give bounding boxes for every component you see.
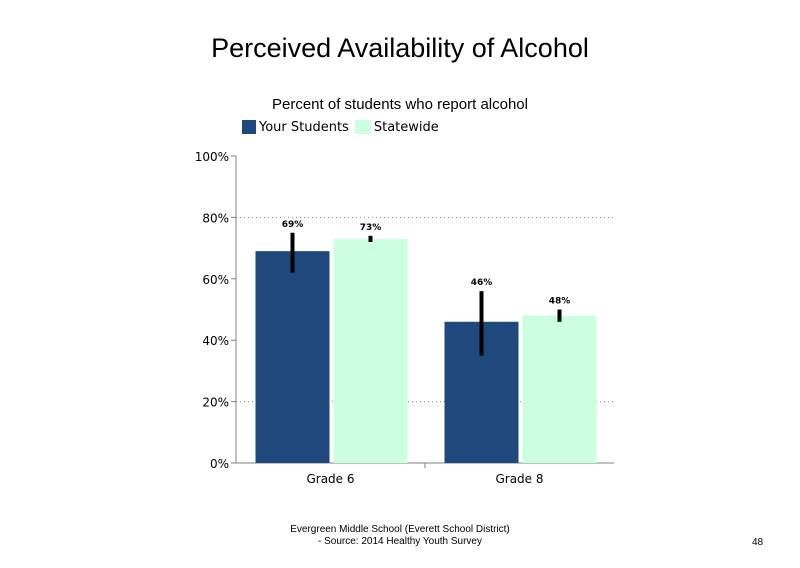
bar (255, 251, 330, 463)
y-tick-label: 80% (202, 211, 229, 225)
legend-item-your-students: Your Students (242, 120, 349, 135)
legend-label-statewide: Statewide (373, 119, 439, 135)
data-label: 73% (360, 223, 382, 233)
chart-legend: Your Students Statewide (242, 118, 445, 136)
footer-source: Evergreen Middle School (Everett School … (250, 524, 550, 548)
page-number: 48 (752, 537, 764, 548)
y-tick-label: 100% (195, 150, 229, 164)
x-tick-label: Grade 8 (495, 472, 543, 486)
chart-title: Perceived Availability of Alcohol (211, 33, 589, 63)
data-label: 48% (549, 297, 571, 307)
data-label: 46% (471, 278, 493, 288)
x-tick-label: Grade 6 (306, 472, 354, 486)
y-tick-label: 60% (202, 273, 229, 287)
data-label: 69% (282, 220, 304, 230)
y-tick-label: 40% (202, 334, 229, 348)
legend-swatch-statewide (354, 120, 371, 134)
y-tick-label: 20% (202, 396, 229, 410)
legend-item-statewide: Statewide (354, 119, 439, 135)
legend-label-your-students: Your Students (259, 119, 349, 135)
bar (522, 315, 597, 463)
y-tick-label: 0% (210, 457, 229, 471)
chart-subtitle: Percent of students who report alcohol (272, 96, 528, 113)
footer-school: Evergreen Middle School (Everett School … (290, 524, 510, 535)
bar (333, 238, 408, 463)
legend-swatch-your-students (242, 120, 256, 134)
footer-source-line: - Source: 2014 Healthy Youth Survey (318, 536, 482, 547)
